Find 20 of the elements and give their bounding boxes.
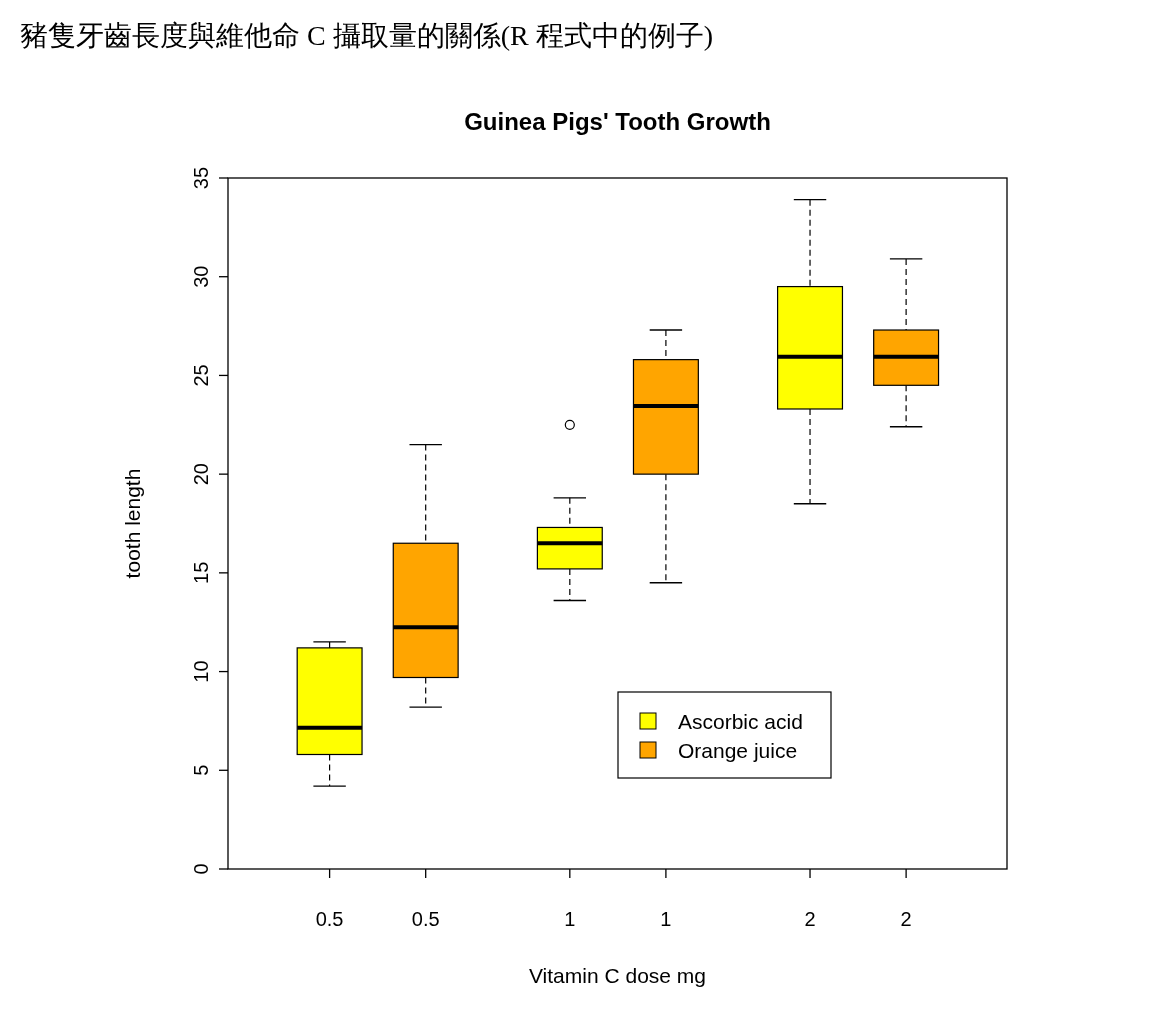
x-tick-label: 1 [660, 908, 672, 930]
x-tick-label: 1 [564, 908, 576, 930]
legend-label: Orange juice [678, 739, 798, 762]
text: 豬隻牙齒長度與維他命 C 攝取量的關係(R 程式中的例子) [20, 20, 713, 51]
y-axis-title: tooth length [121, 468, 144, 579]
y-tick-label: 35 [190, 166, 212, 190]
x-tick-label: 2 [804, 908, 816, 930]
y-tick-label: 15 [190, 561, 212, 584]
chart-title: Guinea Pigs' Tooth Growth [464, 108, 771, 135]
legend-label: Ascorbic acid [678, 710, 803, 733]
x-tick-label: 2 [900, 908, 912, 930]
y-tick-label: 0 [190, 863, 212, 875]
x-axis-title: Vitamin C dose mg [528, 964, 707, 987]
y-tick-label: 30 [190, 265, 212, 288]
x-tick-label: 0.5 [411, 908, 440, 930]
y-tick-label: 20 [190, 463, 212, 486]
y-tick-label: 5 [190, 764, 212, 776]
x-tick-label: 0.5 [315, 908, 344, 930]
y-tick-label: 10 [190, 660, 212, 683]
y-tick-label: 25 [190, 364, 212, 387]
